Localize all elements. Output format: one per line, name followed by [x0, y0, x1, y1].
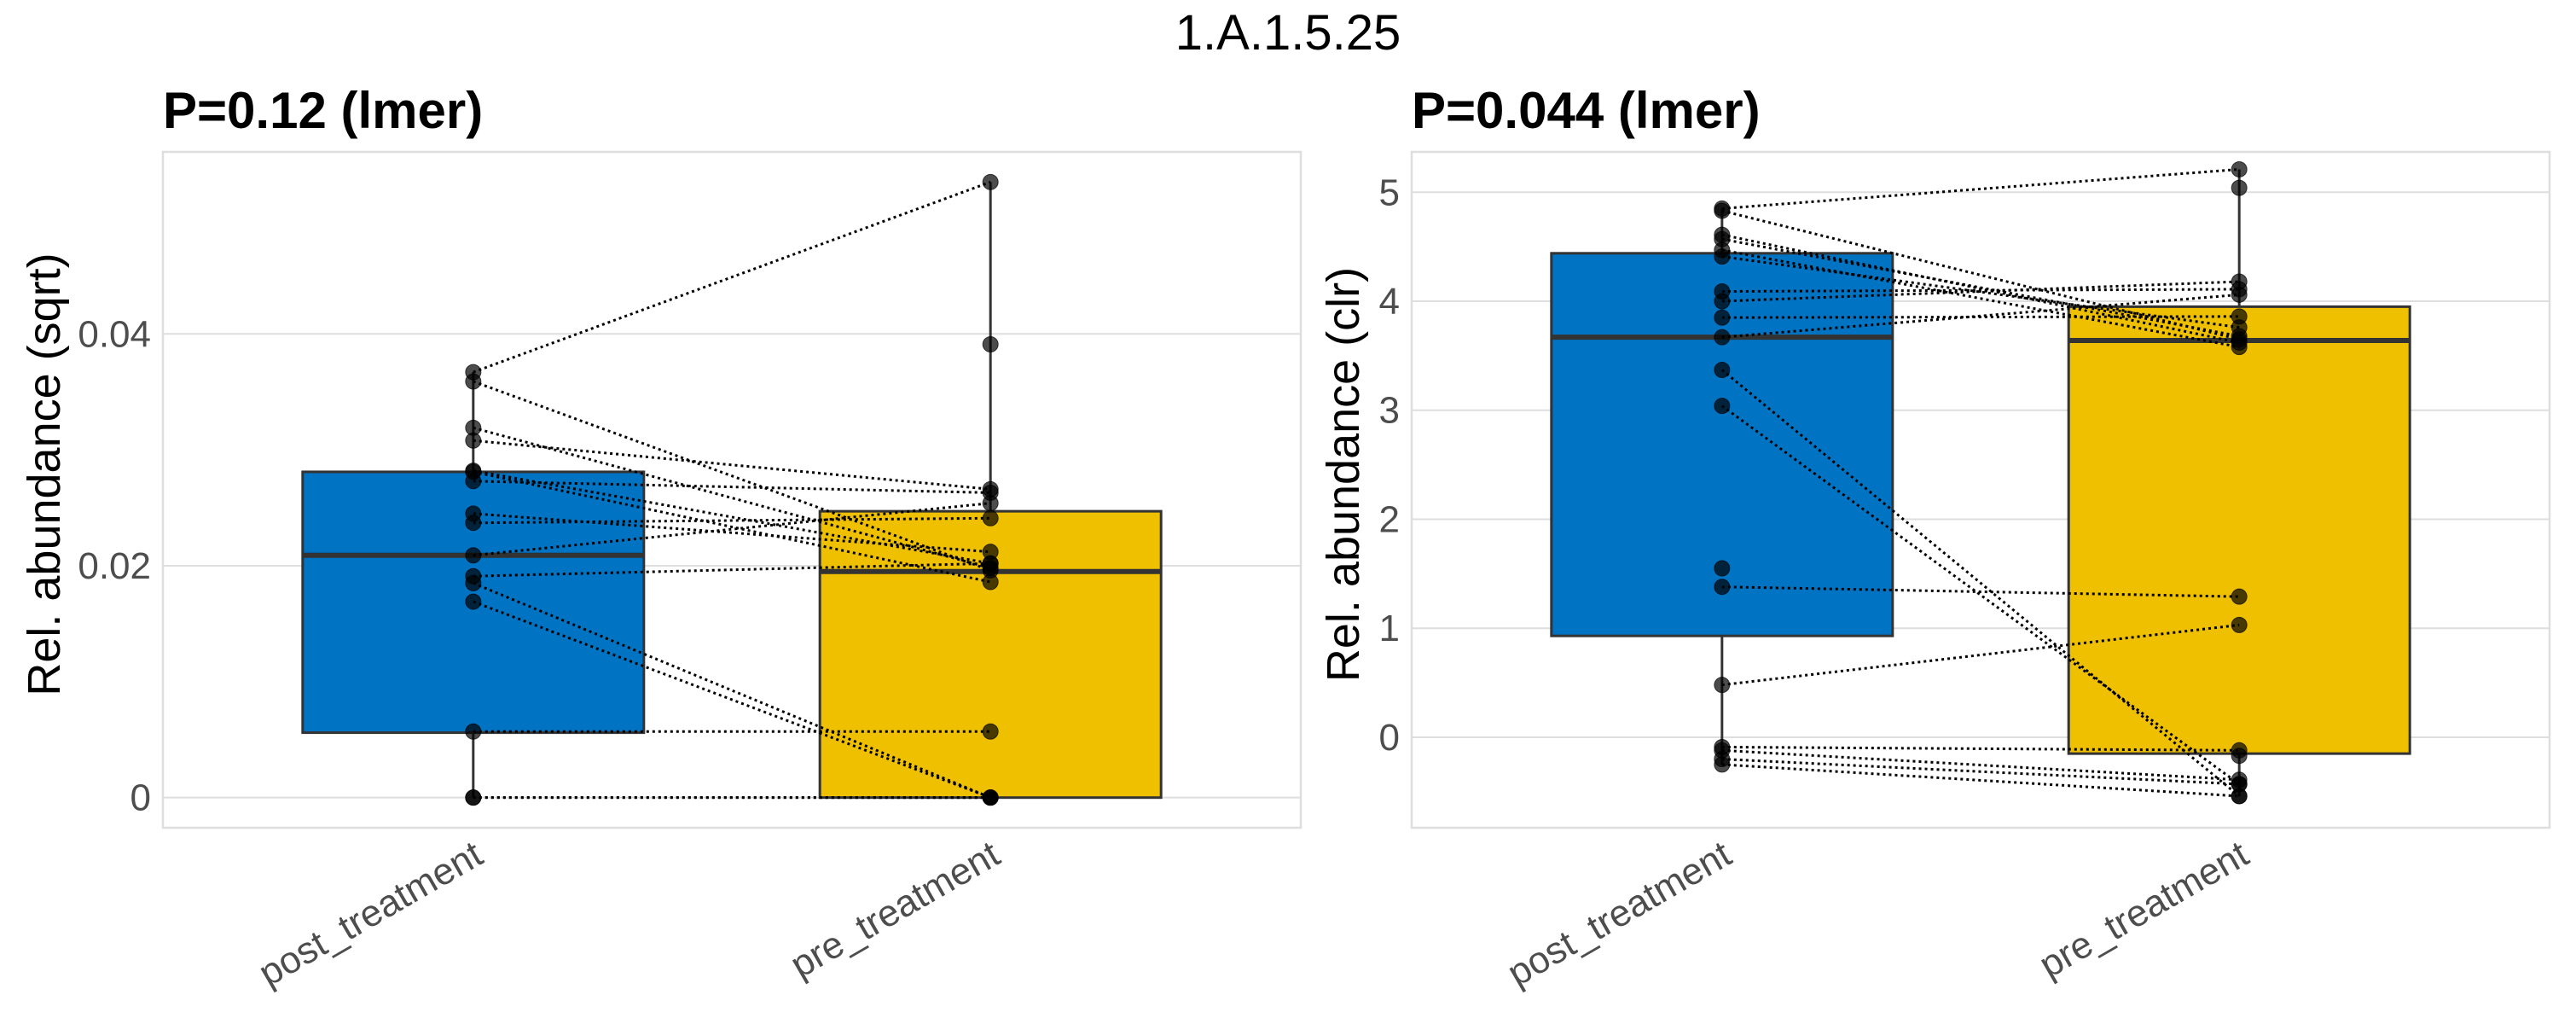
pair-line	[473, 561, 991, 578]
panel-border	[161, 150, 1303, 829]
point-post-treatment	[1714, 677, 1731, 694]
box-iqr	[2067, 305, 2411, 755]
panel-border	[1410, 150, 2551, 829]
pair-line	[1721, 585, 2240, 598]
pair-line	[1721, 167, 2240, 210]
pair-line	[1721, 758, 2240, 786]
pair-line	[1720, 404, 2241, 786]
point-pre-treatment	[2231, 588, 2248, 605]
panel-sqrt: P=0.12 (lmer) Rel. abundance (sqrt) 0 0.0…	[19, 82, 1303, 994]
point-pre-treatment	[982, 495, 999, 512]
y-axis-title: Rel. abundance (sqrt)	[19, 253, 70, 695]
y-tick-label: 0.02	[78, 545, 151, 587]
y-tick-label: 0.04	[78, 313, 151, 355]
x-tick-labels: post_treatment pre_treatment	[252, 833, 1007, 994]
y-tick-label: 0	[1379, 717, 1400, 759]
point-post-treatment	[1714, 756, 1731, 773]
point-pre-treatment	[2231, 179, 2248, 196]
point-pre-treatment	[2231, 308, 2248, 325]
point-post-treatment	[1714, 361, 1731, 378]
x-tick-label: post_treatment	[252, 833, 490, 994]
boxes	[1550, 169, 2411, 796]
pair-lines	[1720, 167, 2241, 798]
pair-lines	[473, 180, 991, 800]
y-tick-labels: 0 1 2 3 4 5	[1379, 172, 1400, 759]
box-pre_treatment	[2067, 169, 2411, 796]
pair-line	[1721, 763, 2240, 798]
point-post-treatment	[465, 547, 482, 564]
pair-line	[473, 512, 991, 554]
y-axis-title: Rel. abundance (clr)	[1318, 267, 1369, 682]
pair-line	[1721, 237, 2240, 338]
point-pre-treatment	[2231, 160, 2248, 177]
points	[465, 173, 999, 806]
figure-title: 1.A.1.5.25	[1175, 5, 1401, 61]
point-post-treatment	[1714, 329, 1731, 346]
pair-line	[1721, 248, 2240, 349]
y-tick-label: 3	[1379, 390, 1400, 432]
y-tick-label: 0	[131, 777, 151, 819]
point-pre-treatment	[2231, 748, 2248, 765]
point-post-treatment	[465, 723, 482, 740]
point-post-treatment	[1714, 560, 1731, 577]
pair-line	[473, 516, 991, 525]
pair-line	[473, 470, 991, 584]
point-post-treatment	[465, 593, 482, 610]
pair-line	[1720, 369, 2241, 798]
y-tick-label: 5	[1379, 172, 1400, 213]
point-pre-treatment	[982, 509, 999, 527]
panel-clr: P=0.044 (lmer) Rel. abundance (clr) 0 1 2 3…	[1318, 82, 2551, 994]
points	[1714, 160, 2248, 805]
pair-line	[473, 581, 991, 800]
x-tick-label: post_treatment	[1500, 833, 1738, 994]
x-tick-labels: post_treatment pre_treatment	[1500, 833, 2255, 994]
point-pre-treatment	[2231, 339, 2248, 356]
point-post-treatment	[465, 432, 482, 449]
x-tick-label: pre_treatment	[2032, 833, 2255, 986]
point-pre-treatment	[982, 173, 999, 190]
point-post-treatment	[1714, 202, 1731, 219]
point-post-treatment	[465, 789, 482, 806]
pair-line	[1721, 280, 2240, 303]
point-pre-treatment	[982, 336, 999, 353]
pair-line	[1721, 745, 2240, 752]
point-pre-treatment	[982, 723, 999, 740]
point-post-treatment	[465, 515, 482, 532]
point-post-treatment	[465, 373, 482, 390]
y-tick-label: 2	[1379, 498, 1400, 540]
point-pre-treatment	[982, 573, 999, 591]
point-post-treatment	[1714, 579, 1731, 596]
point-pre-treatment	[2231, 286, 2248, 303]
point-pre-treatment	[982, 555, 999, 572]
y-tick-labels: 0 0.02 0.04	[78, 313, 151, 818]
point-post-treatment	[465, 473, 482, 490]
point-post-treatment	[1714, 248, 1731, 265]
point-post-treatment	[1714, 309, 1731, 326]
pair-line	[473, 480, 991, 494]
point-pre-treatment	[2231, 616, 2248, 633]
point-post-treatment	[1714, 398, 1731, 415]
point-post-treatment	[465, 574, 482, 591]
panel-title: P=0.12 (lmer)	[163, 82, 483, 139]
pair-line	[473, 380, 991, 572]
x-tick-label: pre_treatment	[783, 833, 1007, 986]
y-tick-label: 4	[1379, 281, 1400, 323]
point-post-treatment	[1714, 293, 1731, 310]
pair-line	[473, 469, 991, 565]
pair-line	[473, 180, 991, 374]
point-pre-treatment	[2231, 788, 2248, 805]
boxes	[301, 182, 1163, 800]
y-tick-label: 1	[1379, 608, 1400, 649]
pair-line	[1721, 748, 2240, 782]
point-pre-treatment	[982, 789, 999, 806]
pair-line	[473, 600, 991, 800]
panel-title: P=0.044 (lmer)	[1412, 82, 1761, 139]
